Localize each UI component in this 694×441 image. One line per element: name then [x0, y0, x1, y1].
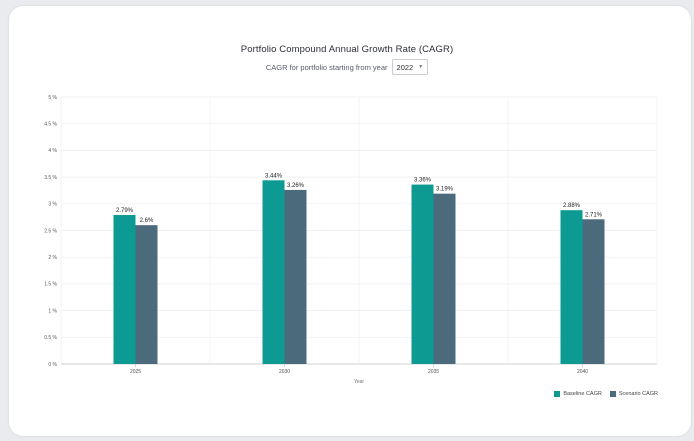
y-tick-label: 2.5 %: [44, 228, 57, 234]
y-tick-label: 5 %: [48, 95, 57, 101]
y-tick-label: 4 %: [48, 148, 57, 154]
bar-scenario-2025[interactable]: [135, 225, 158, 364]
legend-swatch-scenario: [609, 391, 616, 397]
data-labels: 2.79% 2.6% 3.44% 3.26% 3.36% 3.19% 2.88% 2.71%: [116, 173, 603, 224]
y-tick-label: 3.5 %: [44, 175, 57, 181]
bar-scenario-2030[interactable]: [284, 189, 307, 364]
y-tick-label: 1.5 %: [44, 282, 57, 288]
bar-baseline-2035[interactable]: [411, 184, 434, 364]
chart-bars: [113, 180, 605, 364]
data-label: 2.88%: [563, 203, 581, 209]
bar-baseline-2025[interactable]: [113, 215, 136, 364]
chart-legend: Baseline CAGR Scenario CAGR: [554, 391, 658, 397]
y-tick-label: 4.5 %: [44, 122, 57, 128]
bar-baseline-2030[interactable]: [262, 180, 285, 364]
start-year-value: 2022: [396, 62, 414, 72]
y-tick-label: 2 %: [48, 255, 57, 261]
legend-item-scenario[interactable]: Scenario CAGR: [609, 391, 658, 397]
x-axis-ticks: 2025 2030 2035 2040: [130, 364, 588, 375]
y-axis-ticks: 0 % 0.5 % 1 % 1.5 % 2 % 2.5 % 3 % 3.5 % 4 % 4.5 %…: [44, 95, 57, 368]
data-label: 3.26%: [287, 183, 305, 189]
legend-label-baseline: Baseline CAGR: [563, 391, 602, 397]
chart-title: Portfolio Compound Annual Growth Rate (C…: [240, 44, 454, 55]
data-label: 3.36%: [414, 178, 432, 184]
x-tick-label: 2040: [577, 369, 588, 375]
x-tick-label: 2030: [279, 369, 290, 375]
chart-grid: [60, 96, 658, 365]
chevron-down-icon: ▼: [418, 64, 424, 70]
x-tick-label: 2025: [130, 369, 141, 375]
y-tick-label: 0.5 %: [44, 335, 57, 341]
data-label: 3.19%: [436, 187, 454, 193]
start-year-select[interactable]: 2022 ▼: [391, 59, 429, 75]
y-tick-label: 3 %: [48, 202, 57, 208]
subtitle-row: CAGR for portfolio starting from year 20…: [0, 59, 694, 75]
y-tick-label: 0 %: [48, 362, 57, 368]
bar-scenario-2040[interactable]: [582, 219, 605, 364]
data-label: 2.6%: [140, 218, 154, 224]
subtitle-label: CAGR for portfolio starting from year: [265, 62, 388, 72]
legend-item-baseline[interactable]: Baseline CAGR: [554, 391, 602, 397]
x-axis-title: Year: [354, 379, 364, 385]
x-tick-label: 2035: [428, 369, 439, 375]
data-label: 2.79%: [116, 208, 134, 214]
legend-label-scenario: Scenario CAGR: [618, 391, 658, 397]
data-label: 2.71%: [585, 212, 603, 218]
bar-scenario-2035[interactable]: [433, 193, 456, 364]
data-label: 3.44%: [265, 173, 283, 179]
y-tick-label: 1 %: [48, 308, 57, 314]
bar-baseline-2040[interactable]: [560, 210, 583, 364]
legend-swatch-baseline: [554, 391, 561, 397]
